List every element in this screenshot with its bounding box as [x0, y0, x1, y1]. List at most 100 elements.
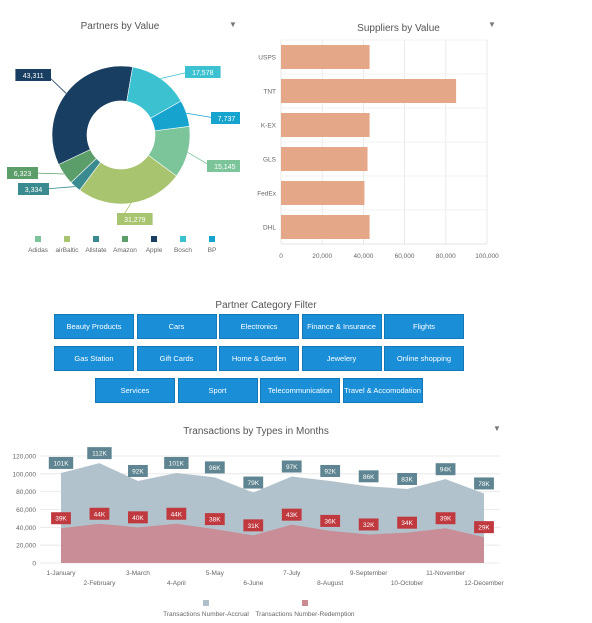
data-label-box: [7, 167, 38, 179]
leader-line: [160, 71, 190, 79]
data-label-box: [51, 512, 71, 525]
leader-line: [44, 186, 76, 190]
data-label-box: [320, 514, 341, 527]
data-label: 34K: [401, 520, 413, 527]
category-button-online-shopping[interactable]: Online shopping: [384, 346, 464, 371]
suppliers-panel: Suppliers by Value ▼ 0 20,000 40,000 60,000…: [245, 0, 592, 265]
data-label-box: [128, 464, 148, 477]
tick-label: 0: [279, 253, 283, 260]
legend-label: Bosch: [174, 247, 192, 254]
y-tick-label: 100,000: [13, 471, 37, 478]
data-label: 40K: [132, 515, 144, 522]
leader-line: [186, 112, 216, 119]
category-button-gas-station[interactable]: Gas Station: [54, 346, 134, 371]
data-label: 92K: [132, 468, 144, 475]
category-button-sport[interactable]: Sport: [177, 378, 258, 403]
x-tick-label: 6-June: [243, 580, 263, 587]
data-label-box: [243, 476, 264, 489]
x-tick-label: 7-July: [283, 570, 301, 577]
legend-label: Amazon: [113, 247, 137, 254]
legend-swatch: [151, 236, 157, 242]
data-label: 97K: [286, 464, 298, 471]
data-label-box: [358, 470, 379, 483]
x-tick-label: 12-December: [464, 580, 504, 587]
y-tick-label: 60,000: [16, 507, 36, 514]
slice-bp: [150, 100, 190, 132]
bar-usps: [281, 45, 370, 69]
data-label: 31K: [247, 523, 259, 530]
data-label: 32K: [363, 522, 375, 529]
data-label-box: [281, 508, 302, 521]
y-tick-label: 0: [32, 561, 36, 568]
data-label: 3,334: [25, 187, 43, 194]
data-label: 79K: [247, 480, 259, 487]
data-label-box: [18, 183, 49, 195]
data-label-box: [358, 518, 379, 531]
filter-title: Partner Category Filter: [215, 300, 317, 311]
partners-panel: Partners by Value ▼ 15,145 31,279 3,334 6,3…: [0, 0, 240, 265]
data-label-box: [89, 507, 110, 520]
category-label: USPS: [258, 55, 276, 62]
bar-k-ex: [281, 113, 370, 137]
y-tick-label: 40,000: [16, 525, 36, 532]
data-label: 39K: [440, 516, 452, 523]
data-label: 94K: [440, 467, 452, 474]
legend-label: Allstate: [85, 247, 107, 254]
data-label-box: [15, 69, 51, 81]
category-button-jewelery[interactable]: Jewelery: [301, 346, 382, 371]
category-button-telecommunication[interactable]: Telecommunication: [260, 378, 340, 403]
category-label: DHL: [263, 225, 276, 232]
data-label-box: [204, 513, 225, 526]
category-button-finance-insurance[interactable]: Finance & Insurance: [301, 314, 382, 339]
category-button-cars[interactable]: Cars: [136, 314, 217, 339]
bar-dhl: [281, 215, 370, 239]
category-button-services[interactable]: Services: [95, 378, 175, 403]
data-label-box: [185, 66, 221, 78]
data-label-box: [164, 456, 189, 469]
data-label-box: [320, 464, 341, 477]
data-label: 36K: [324, 518, 336, 525]
data-label: 78K: [478, 481, 490, 488]
legend-label: Transactions Number-Redemption: [255, 611, 354, 618]
data-label-box: [207, 160, 240, 172]
category-label: TNT: [263, 89, 276, 96]
data-label-box: [397, 516, 417, 529]
filter-icon[interactable]: ▼: [229, 20, 237, 29]
data-label-box: [204, 461, 225, 474]
data-label-box: [435, 512, 456, 525]
category-button-travel-accomodation[interactable]: Travel & Accomodation: [342, 378, 423, 403]
bar-tnt: [281, 79, 457, 103]
data-label: 38K: [209, 517, 221, 524]
filter-icon[interactable]: ▼: [488, 20, 496, 29]
data-label-box: [243, 519, 264, 532]
data-label: 86K: [363, 474, 375, 481]
category-button-beauty-products[interactable]: Beauty Products: [54, 314, 134, 339]
tick-label: 20,000: [312, 253, 332, 260]
data-label-box: [128, 511, 148, 524]
data-label-box: [281, 460, 302, 473]
data-label-box: [48, 456, 74, 469]
x-tick-label: 11-November: [426, 570, 466, 577]
legend-label: BP: [208, 247, 217, 254]
data-label-box: [87, 447, 112, 460]
data-label: 83K: [401, 476, 413, 483]
legend-swatch: [209, 236, 215, 242]
legend-swatch: [64, 236, 70, 242]
category-button-electronics[interactable]: Electronics: [219, 314, 299, 339]
category-button-gift-cards[interactable]: Gift Cards: [136, 346, 217, 371]
category-button-flights[interactable]: Flights: [384, 314, 464, 339]
filter-icon[interactable]: ▼: [493, 424, 501, 433]
tick-label: 40,000: [353, 253, 373, 260]
category-filter-panel: Partner Category Filter Beauty Products C…: [0, 295, 592, 410]
legend-swatch: [302, 600, 308, 606]
legend-swatch: [122, 236, 128, 242]
tick-label: 80,000: [436, 253, 456, 260]
category-button-home-garden[interactable]: Home & Garden: [219, 346, 299, 371]
data-label: 29K: [478, 525, 490, 532]
data-label: 101K: [169, 460, 185, 467]
legend-swatch: [180, 236, 186, 242]
data-label: 112K: [92, 451, 107, 458]
x-tick-label: 4-April: [167, 580, 186, 587]
legend-label: Adidas: [28, 247, 49, 254]
category-label: FedEx: [257, 191, 277, 198]
